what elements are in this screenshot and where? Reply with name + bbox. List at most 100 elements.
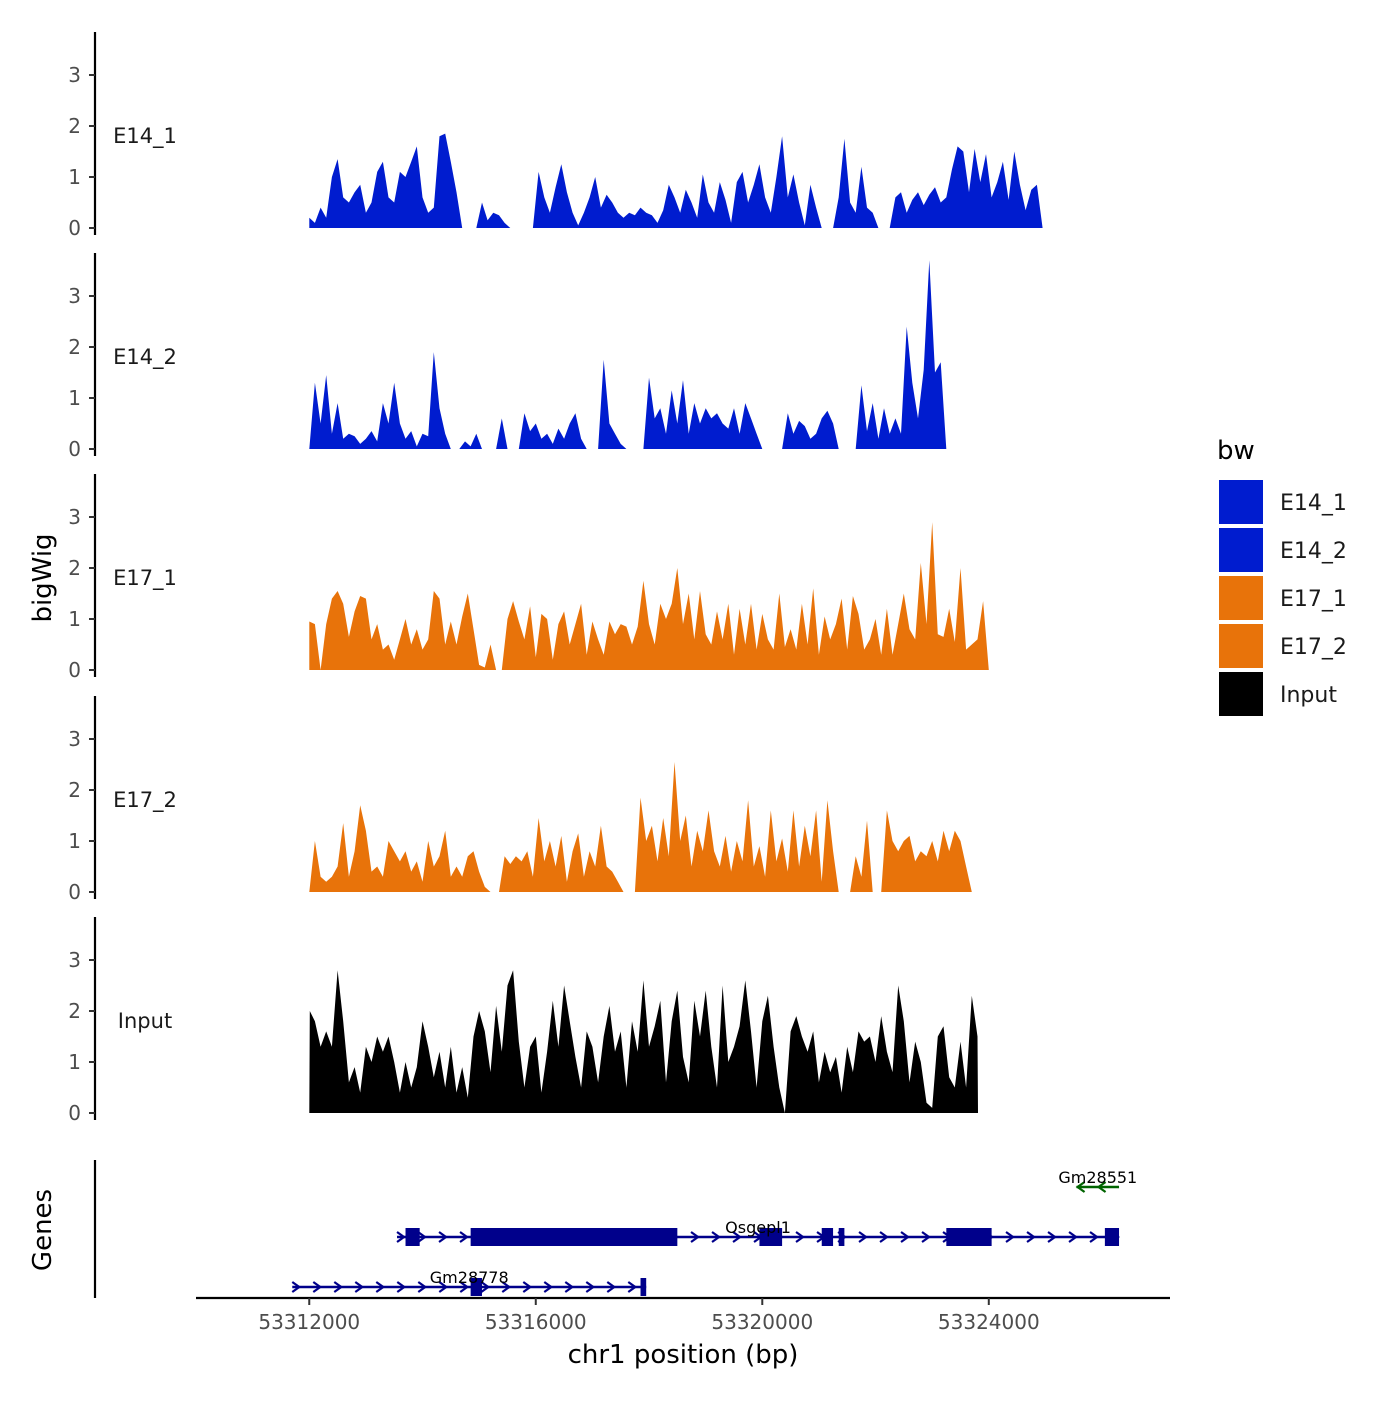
area-segment bbox=[518, 413, 587, 449]
strand-arrow bbox=[1089, 1231, 1099, 1243]
legend-label: E14_1 bbox=[1280, 491, 1347, 516]
legend-swatch bbox=[1219, 480, 1263, 524]
strand-arrow bbox=[501, 1281, 512, 1293]
y-tick-label: 3 bbox=[68, 63, 81, 87]
track-e17-1: 0 1 2 3 E17_1 bbox=[68, 474, 989, 682]
strand-arrow bbox=[690, 1231, 700, 1243]
strand-arrow bbox=[606, 1281, 617, 1293]
area-segment bbox=[309, 133, 463, 228]
y-tick-label: 1 bbox=[68, 607, 81, 631]
x-axis-title: chr1 position (bp) bbox=[568, 1340, 799, 1370]
track-label: E17_1 bbox=[113, 566, 177, 591]
strand-arrow bbox=[1026, 1231, 1036, 1243]
y-tick-label: 1 bbox=[68, 829, 81, 853]
strand-arrow bbox=[711, 1231, 721, 1243]
y-tick-label: 3 bbox=[68, 284, 81, 308]
strand-arrow bbox=[459, 1231, 469, 1243]
legend-swatch bbox=[1219, 624, 1263, 668]
exon bbox=[838, 1228, 845, 1246]
gene-label: Gm28551 bbox=[1058, 1168, 1137, 1187]
track-label: E14_1 bbox=[113, 124, 177, 149]
area-segment bbox=[833, 138, 879, 228]
strand-arrow bbox=[417, 1281, 428, 1293]
strand-arrow bbox=[564, 1281, 575, 1293]
area-segment bbox=[476, 202, 511, 228]
track-input: 0 1 2 3 Input bbox=[68, 917, 978, 1125]
strand-arrow bbox=[900, 1231, 910, 1243]
area-segment bbox=[855, 260, 947, 449]
strand-arrow bbox=[921, 1231, 931, 1243]
strand-arrow bbox=[1068, 1231, 1078, 1243]
area-segment bbox=[634, 762, 839, 892]
exon bbox=[946, 1228, 992, 1246]
area-segment bbox=[496, 418, 508, 449]
y-tick-label: 3 bbox=[68, 505, 81, 529]
strand-arrow bbox=[396, 1231, 406, 1243]
tracks-group: 0 1 2 3 E14_1 0 1 2 3 E14_2 0 1 2 3 E17_1 0 1 2 3 E17_2 0 1 2 3… bbox=[68, 32, 1043, 1125]
x-tick-label: 53324000 bbox=[938, 1310, 1040, 1334]
gene-label: Osgepl1 bbox=[725, 1218, 791, 1237]
strand-arrow bbox=[480, 1281, 491, 1293]
area-segment bbox=[309, 591, 497, 670]
legend-swatch bbox=[1219, 576, 1263, 620]
y-tick-label: 2 bbox=[68, 999, 81, 1023]
strand-arrow bbox=[522, 1281, 533, 1293]
strand-arrow bbox=[417, 1231, 427, 1243]
strand-arrow bbox=[795, 1231, 805, 1243]
y-tick-label: 0 bbox=[68, 216, 81, 240]
x-tick-label: 53320000 bbox=[711, 1310, 813, 1334]
genes-track: Gm28551 Osgepl1 Gm28778 bbox=[93, 1160, 1137, 1298]
legend-label: E17_1 bbox=[1280, 587, 1347, 612]
y-axis-title: bigWig bbox=[28, 533, 58, 622]
legend-label: E17_2 bbox=[1280, 635, 1347, 660]
y-tick-label: 2 bbox=[68, 335, 81, 359]
x-tick-label: 53316000 bbox=[485, 1310, 587, 1334]
y-tick-label: 1 bbox=[68, 386, 81, 410]
strand-arrow bbox=[585, 1281, 596, 1293]
strand-arrow bbox=[1047, 1231, 1057, 1243]
exon bbox=[821, 1228, 834, 1246]
strand-arrow bbox=[732, 1231, 742, 1243]
strand-arrow bbox=[354, 1281, 365, 1293]
strand-arrow bbox=[291, 1281, 302, 1293]
strand-arrow bbox=[627, 1281, 638, 1293]
track-e14-1: 0 1 2 3 E14_1 bbox=[68, 32, 1043, 240]
y-tick-label: 2 bbox=[68, 556, 81, 580]
strand-arrow bbox=[543, 1281, 554, 1293]
area-segment bbox=[850, 820, 873, 892]
gene-osgepl1: Osgepl1 bbox=[396, 1218, 1120, 1246]
y-tick-label: 1 bbox=[68, 1050, 81, 1074]
x-axis: 53312000 53316000 53320000 53324000 bbox=[196, 1296, 1170, 1334]
y-tick-label: 0 bbox=[68, 437, 81, 461]
strand-arrow bbox=[459, 1281, 470, 1293]
genes-axis-title: Genes bbox=[28, 1189, 58, 1271]
strand-arrow bbox=[312, 1281, 323, 1293]
strand-arrow bbox=[1005, 1231, 1015, 1243]
strand-arrow bbox=[396, 1281, 407, 1293]
exon bbox=[470, 1278, 482, 1296]
area-segment bbox=[881, 810, 972, 892]
gene-gm28551: Gm28551 bbox=[1058, 1168, 1137, 1193]
area-segment bbox=[643, 377, 763, 449]
legend-label: Input bbox=[1280, 683, 1337, 708]
legend-swatch bbox=[1219, 528, 1263, 572]
area-segment bbox=[501, 522, 989, 670]
y-tick-label: 3 bbox=[68, 727, 81, 751]
strand-arrow bbox=[879, 1231, 889, 1243]
exon bbox=[405, 1228, 420, 1246]
strand-arrow bbox=[1075, 1181, 1086, 1193]
exon bbox=[640, 1278, 647, 1296]
exon bbox=[1104, 1228, 1120, 1246]
exon bbox=[759, 1228, 783, 1246]
y-tick-label: 1 bbox=[68, 165, 81, 189]
strand-arrow bbox=[1096, 1181, 1107, 1193]
y-tick-label: 0 bbox=[68, 658, 81, 682]
x-tick-label: 53312000 bbox=[258, 1310, 360, 1334]
area-segment bbox=[309, 352, 451, 449]
legend: bw E14_1 E14_2 E17_1 E17_2 Input bbox=[1217, 436, 1347, 716]
gene-label: Gm28778 bbox=[430, 1268, 509, 1287]
strand-arrow bbox=[438, 1231, 448, 1243]
area-segment bbox=[309, 805, 491, 892]
